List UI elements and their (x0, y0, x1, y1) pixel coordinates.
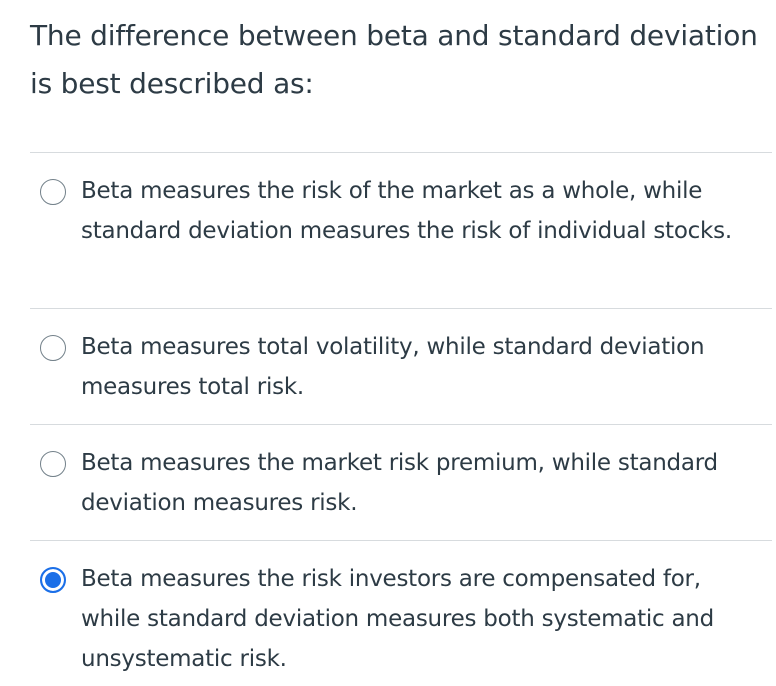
question-text: The difference between beta and standard… (30, 19, 758, 100)
answer-option-3[interactable]: Beta measures the market risk premium, w… (30, 424, 772, 540)
answer-list: Beta measures the risk of the market as … (30, 152, 772, 680)
answer-option-2[interactable]: Beta measures total volatility, while st… (30, 308, 772, 424)
radio-unselected-icon[interactable] (40, 179, 66, 205)
radio-selected-icon[interactable] (40, 567, 66, 593)
answer-option-4[interactable]: Beta measures the risk investors are com… (30, 540, 772, 680)
answer-label-4[interactable]: Beta measures the risk investors are com… (81, 566, 714, 672)
answer-label-3[interactable]: Beta measures the market risk premium, w… (81, 450, 718, 516)
answer-option-1[interactable]: Beta measures the risk of the market as … (30, 152, 772, 308)
radio-unselected-icon[interactable] (40, 451, 66, 477)
radio-unselected-icon[interactable] (40, 335, 66, 361)
answer-label-1[interactable]: Beta measures the risk of the market as … (81, 178, 732, 244)
answer-label-2[interactable]: Beta measures total volatility, while st… (81, 334, 705, 400)
